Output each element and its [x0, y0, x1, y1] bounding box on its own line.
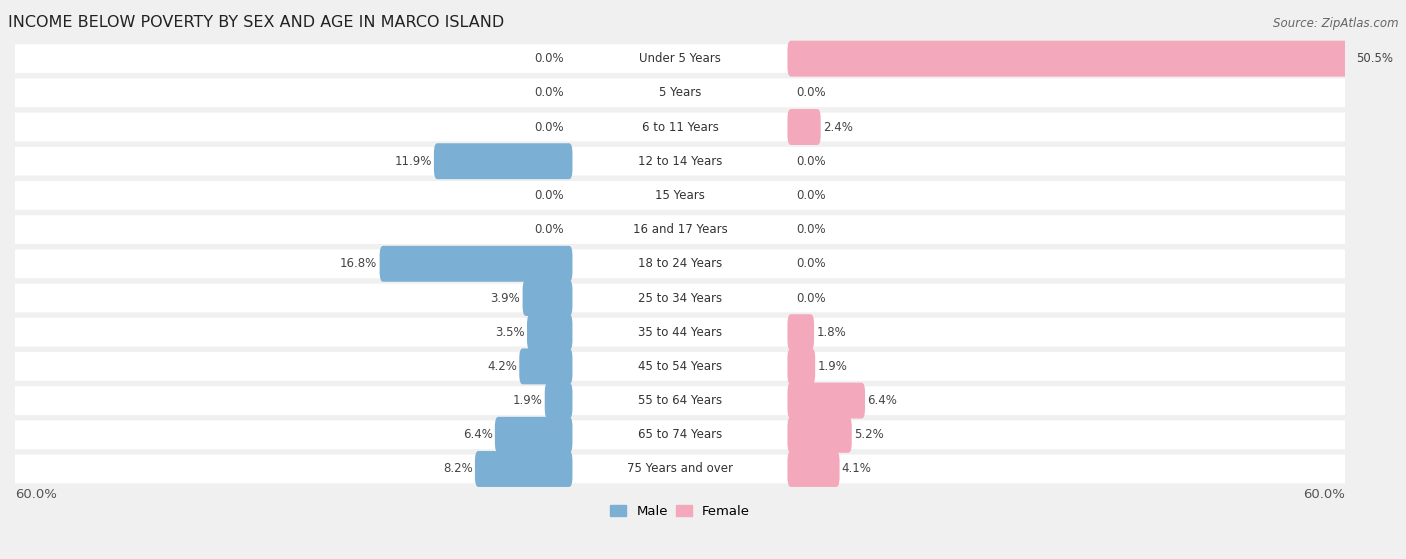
Text: 60.0%: 60.0%	[1303, 488, 1346, 501]
FancyBboxPatch shape	[787, 383, 865, 419]
Text: 11.9%: 11.9%	[394, 155, 432, 168]
Text: 4.2%: 4.2%	[486, 360, 517, 373]
FancyBboxPatch shape	[15, 420, 1346, 449]
FancyBboxPatch shape	[15, 249, 1346, 278]
Text: 3.9%: 3.9%	[491, 291, 520, 305]
Text: 0.0%: 0.0%	[796, 257, 825, 271]
FancyBboxPatch shape	[787, 348, 815, 385]
Legend: Male, Female: Male, Female	[605, 500, 755, 524]
Text: 5 Years: 5 Years	[659, 86, 702, 100]
FancyBboxPatch shape	[787, 314, 814, 350]
FancyBboxPatch shape	[523, 280, 572, 316]
FancyBboxPatch shape	[15, 215, 1346, 244]
Text: 12 to 14 Years: 12 to 14 Years	[638, 155, 723, 168]
Text: 25 to 34 Years: 25 to 34 Years	[638, 291, 723, 305]
FancyBboxPatch shape	[15, 147, 1346, 176]
Text: 0.0%: 0.0%	[534, 86, 564, 100]
FancyBboxPatch shape	[527, 314, 572, 350]
FancyBboxPatch shape	[495, 417, 572, 453]
FancyBboxPatch shape	[15, 181, 1346, 210]
Text: 18 to 24 Years: 18 to 24 Years	[638, 257, 723, 271]
FancyBboxPatch shape	[519, 348, 572, 385]
Text: 6.4%: 6.4%	[868, 394, 897, 407]
Text: 0.0%: 0.0%	[796, 155, 825, 168]
Text: 45 to 54 Years: 45 to 54 Years	[638, 360, 723, 373]
Text: 60.0%: 60.0%	[15, 488, 56, 501]
Text: 0.0%: 0.0%	[534, 121, 564, 134]
Text: 0.0%: 0.0%	[796, 223, 825, 236]
Text: 55 to 64 Years: 55 to 64 Years	[638, 394, 723, 407]
Text: 50.5%: 50.5%	[1355, 52, 1393, 65]
FancyBboxPatch shape	[15, 318, 1346, 347]
Text: 0.0%: 0.0%	[534, 189, 564, 202]
FancyBboxPatch shape	[380, 246, 572, 282]
FancyBboxPatch shape	[787, 417, 852, 453]
FancyBboxPatch shape	[787, 109, 821, 145]
Text: 65 to 74 Years: 65 to 74 Years	[638, 428, 723, 441]
Text: 1.8%: 1.8%	[817, 326, 846, 339]
Text: 1.9%: 1.9%	[513, 394, 543, 407]
Text: 16 and 17 Years: 16 and 17 Years	[633, 223, 727, 236]
FancyBboxPatch shape	[15, 44, 1346, 73]
FancyBboxPatch shape	[15, 386, 1346, 415]
Text: 15 Years: 15 Years	[655, 189, 704, 202]
FancyBboxPatch shape	[475, 451, 572, 487]
Text: 2.4%: 2.4%	[823, 121, 853, 134]
Text: 5.2%: 5.2%	[853, 428, 884, 441]
FancyBboxPatch shape	[15, 454, 1346, 484]
FancyBboxPatch shape	[544, 383, 572, 419]
Text: 16.8%: 16.8%	[340, 257, 377, 271]
Text: 0.0%: 0.0%	[796, 189, 825, 202]
Text: INCOME BELOW POVERTY BY SEX AND AGE IN MARCO ISLAND: INCOME BELOW POVERTY BY SEX AND AGE IN M…	[8, 15, 505, 30]
Text: 6.4%: 6.4%	[463, 428, 492, 441]
Text: 4.1%: 4.1%	[842, 462, 872, 476]
Text: Source: ZipAtlas.com: Source: ZipAtlas.com	[1274, 17, 1399, 30]
FancyBboxPatch shape	[15, 352, 1346, 381]
Text: 3.5%: 3.5%	[495, 326, 524, 339]
Text: Under 5 Years: Under 5 Years	[638, 52, 721, 65]
FancyBboxPatch shape	[15, 78, 1346, 107]
FancyBboxPatch shape	[787, 451, 839, 487]
Text: 75 Years and over: 75 Years and over	[627, 462, 733, 476]
Text: 8.2%: 8.2%	[443, 462, 472, 476]
Text: 1.9%: 1.9%	[817, 360, 848, 373]
FancyBboxPatch shape	[787, 41, 1354, 77]
FancyBboxPatch shape	[434, 143, 572, 179]
Text: 6 to 11 Years: 6 to 11 Years	[641, 121, 718, 134]
FancyBboxPatch shape	[15, 113, 1346, 141]
FancyBboxPatch shape	[15, 283, 1346, 312]
Text: 35 to 44 Years: 35 to 44 Years	[638, 326, 723, 339]
Text: 0.0%: 0.0%	[534, 223, 564, 236]
Text: 0.0%: 0.0%	[534, 52, 564, 65]
Text: 0.0%: 0.0%	[796, 86, 825, 100]
Text: 0.0%: 0.0%	[796, 291, 825, 305]
